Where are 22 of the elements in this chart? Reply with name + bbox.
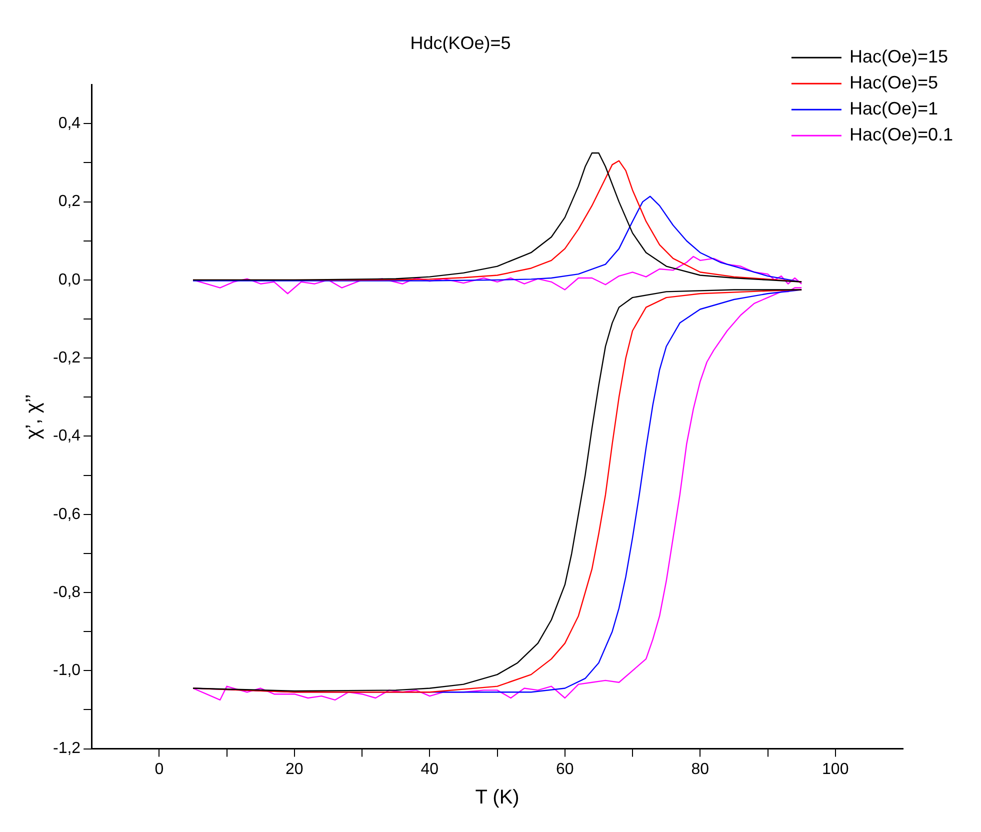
y-tick-label: -0,4 [52,428,81,445]
legend-label: Hac(Oe)=0.1 [849,124,954,145]
y-tick-label: -1,0 [52,662,81,680]
x-tick-label: 80 [691,760,710,778]
y-tick-label: -1,2 [52,740,81,758]
y-tick-label: -0,2 [52,350,81,366]
x-tick-label: 0 [154,760,164,778]
x-tick-label: 40 [420,760,439,778]
legend-label: Hac(Oe)=1 [849,98,938,119]
legend-label: Hac(Oe)=15 [849,46,948,67]
y-axis-title: χ’, χ’’ [22,394,45,440]
legend-label: Hac(Oe)=5 [849,72,938,93]
y-tick-label: 0,0 [58,271,81,288]
x-tick-label: 20 [286,760,304,778]
x-axis-title: T (K) [475,786,520,809]
chart-title: Hdc(KOe)=5 [410,32,511,53]
y-tick-label: 0,4 [58,115,81,132]
x-tick-label: 60 [556,760,574,778]
y-tick-label: -0,8 [52,584,81,601]
y-tick-label: 0,2 [58,193,81,210]
y-tick-label: -0,6 [52,506,81,523]
x-tick-label: 100 [822,760,849,778]
